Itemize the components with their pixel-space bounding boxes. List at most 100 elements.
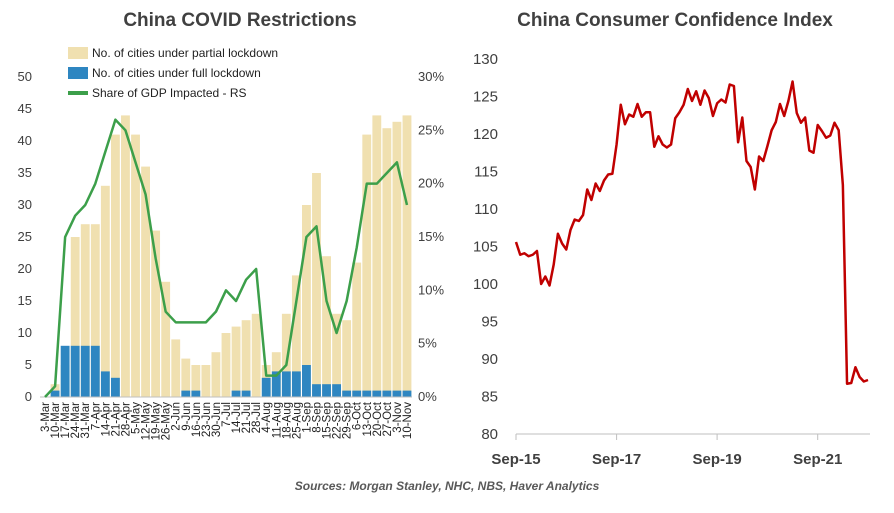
- bar-full-2: [60, 345, 70, 397]
- bar-full-25: [291, 371, 301, 397]
- bar-full-34: [382, 390, 392, 397]
- left-x-tick-31: 6-Oct: [352, 401, 364, 430]
- bar-partial-19: [231, 326, 241, 397]
- cci-x-tick-2: Sep-19: [692, 451, 741, 468]
- bar-partial-4: [80, 224, 90, 397]
- bar-partial-25: [291, 275, 301, 397]
- bar-partial-28: [322, 256, 331, 397]
- left-x-tick-36: 10-Nov: [402, 402, 414, 439]
- bar-full-20: [241, 390, 251, 397]
- left-y-tick-1: 5: [25, 357, 32, 372]
- bar-partial-35: [392, 121, 402, 398]
- bar-full-29: [332, 384, 342, 397]
- bar-partial-31: [352, 262, 362, 397]
- left-y-tick-9: 45: [18, 101, 32, 116]
- left-x-tick-34: 27-Oct: [382, 401, 394, 436]
- legend-swatch-partial: [68, 47, 88, 59]
- left-x-tick-19: 14-Jul: [231, 402, 243, 433]
- left-y-tick-5: 25: [18, 229, 32, 244]
- right-y-tick-1: 5%: [418, 336, 437, 351]
- bar-partial-9: [131, 134, 140, 397]
- right-y-tick-0: 0%: [418, 389, 437, 404]
- bar-full-3: [70, 345, 80, 397]
- left-x-tick-14: 9-Jun: [181, 402, 193, 431]
- bar-partial-12: [161, 281, 171, 397]
- cci-x-tick-1: Sep-17: [592, 451, 641, 468]
- bar-full-19: [231, 390, 241, 397]
- legend-label-full: No. of cities under full lockdown: [92, 66, 261, 80]
- legend-label-partial: No. of cities under partial lockdown: [92, 46, 279, 60]
- cci-y-tick-6: 110: [474, 201, 498, 218]
- cci-y-tick-3: 95: [481, 314, 498, 331]
- bar-partial-8: [121, 115, 130, 398]
- right-y-tick-3: 15%: [418, 229, 444, 244]
- left-y-tick-3: 15: [18, 293, 32, 308]
- right-y-tick-2: 10%: [418, 282, 444, 297]
- bar-full-1: [50, 390, 60, 397]
- bar-partial-30: [342, 320, 352, 397]
- left-x-tick-4: 31-Mar: [80, 402, 92, 439]
- bar-full-27: [312, 384, 321, 397]
- left-x-tick-24: 18-Aug: [281, 402, 293, 439]
- left-y-tick-7: 35: [18, 165, 32, 180]
- bar-full-32: [362, 390, 372, 397]
- legend-swatch-gdp: [68, 91, 88, 95]
- left-x-tick-30: 29-Sep: [342, 402, 354, 439]
- bar-full-30: [342, 390, 352, 397]
- left-y-tick-2: 10: [18, 325, 32, 340]
- bar-full-26: [302, 365, 311, 397]
- left-x-tick-1: 10-Mar: [50, 402, 62, 439]
- left-x-tick-27: 8-Sep: [312, 402, 324, 433]
- left-chart-title: China COVID Restrictions: [123, 10, 357, 31]
- left-y-tick-10: 50: [18, 69, 32, 84]
- left-x-tick-26: 1-Sep: [301, 402, 313, 433]
- left-x-tick-21: 28-Jul: [251, 402, 263, 433]
- bar-partial-15: [191, 365, 201, 397]
- left-x-tick-35: 3-Nov: [392, 402, 404, 433]
- right-chart-title: China Consumer Confidence Index: [517, 10, 833, 31]
- left-x-tick-5: 7-Apr: [90, 402, 102, 430]
- legend-swatch-full: [68, 67, 88, 79]
- bar-partial-36: [402, 115, 412, 398]
- legend-item-gdp: Share of GDP Impacted - RS: [68, 83, 278, 103]
- source-note: Sources: Morgan Stanley, NHC, NBS, Haver…: [294, 479, 600, 493]
- bar-partial-10: [141, 166, 150, 397]
- left-y-tick-8: 40: [18, 133, 32, 148]
- left-x-tick-22: 4-Aug: [261, 402, 273, 433]
- bar-partial-3: [70, 237, 80, 397]
- left-x-tick-3: 24-Mar: [70, 402, 82, 439]
- bar-partial-13: [171, 339, 181, 397]
- bar-partial-20: [241, 320, 251, 397]
- legend-item-partial: No. of cities under partial lockdown: [68, 43, 278, 63]
- cci-y-tick-10: 130: [473, 51, 498, 68]
- left-x-tick-11: 19-May: [151, 402, 163, 441]
- bar-partial-17: [211, 352, 221, 397]
- bar-partial-27: [312, 173, 321, 397]
- bar-partial-16: [201, 365, 211, 397]
- left-x-tick-13: 2-Jun: [171, 402, 183, 431]
- bar-full-5: [90, 345, 100, 397]
- cci-x-tick-0: Sep-15: [491, 451, 540, 468]
- bar-full-23: [271, 371, 281, 397]
- cci-y-tick-5: 105: [473, 239, 498, 256]
- left-x-tick-33: 20-Oct: [372, 401, 384, 436]
- right-y-tick-5: 25%: [418, 122, 444, 137]
- bar-full-22: [261, 377, 271, 397]
- left-x-tick-20: 21-Jul: [241, 402, 253, 433]
- left-x-tick-6: 14-Apr: [100, 402, 112, 437]
- left-x-tick-7: 21-Apr: [110, 402, 122, 437]
- left-x-tick-29: 22-Sep: [332, 402, 344, 439]
- bar-full-4: [80, 345, 90, 397]
- bar-full-24: [281, 371, 291, 397]
- left-x-tick-17: 30-Jun: [211, 402, 223, 437]
- bar-partial-14: [181, 358, 191, 397]
- cci-y-tick-1: 85: [481, 389, 498, 406]
- left-x-tick-2: 17-Mar: [60, 402, 72, 439]
- left-y-tick-0: 0: [25, 389, 32, 404]
- bar-partial-32: [362, 134, 372, 397]
- bar-partial-34: [382, 128, 392, 397]
- bar-full-28: [322, 384, 331, 397]
- cci-y-tick-0: 80: [481, 426, 498, 443]
- bar-full-35: [392, 390, 402, 397]
